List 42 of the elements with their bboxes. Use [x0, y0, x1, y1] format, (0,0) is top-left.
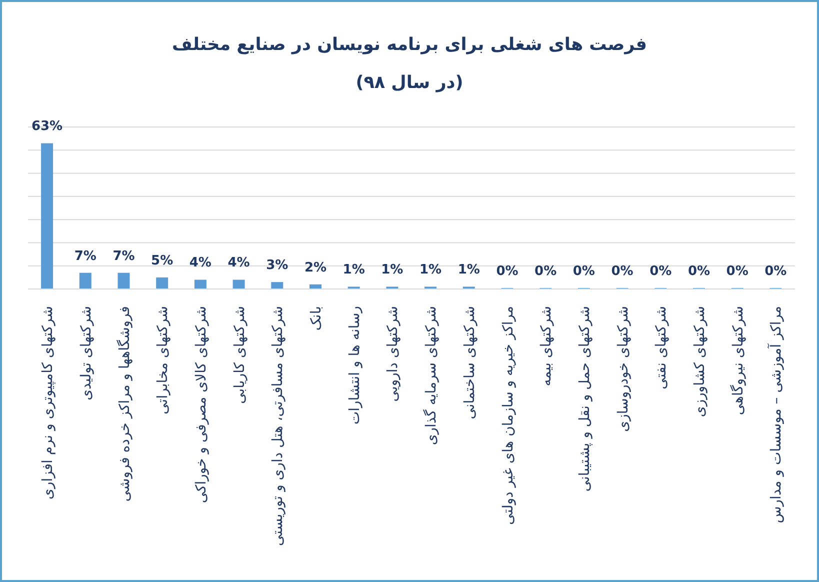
x-tick-label: شرکتهای تولیدی: [78, 306, 94, 400]
x-tick-label: فروشگاهها و مراکز خرده فروشی: [116, 306, 133, 502]
data-label: 1%: [381, 262, 404, 278]
x-tick-label: شرکتهای سرمایه گذاری: [422, 306, 440, 446]
x-tick-label: شرکتهای مسافرتی، هتل داری و توریستی: [270, 306, 286, 546]
x-tick-label: شرکتهای بیمه: [538, 306, 555, 386]
x-tick-label: شرکتهای نفتی: [654, 306, 670, 390]
data-label: 0%: [496, 264, 518, 279]
x-tick-label: شرکتهای مخابراتی: [155, 306, 172, 414]
x-tick-label: شرکتهای کالای مصرفی و خوراکی: [193, 306, 210, 504]
data-label: 2%: [304, 260, 327, 276]
data-label: 4%: [228, 256, 250, 271]
data-label: 1%: [420, 262, 442, 278]
data-label: 0%: [650, 264, 672, 279]
x-tick-label: شرکتهای حمل و نقل و پشتیبانی: [576, 306, 593, 492]
data-label: 0%: [764, 264, 787, 279]
x-tick-label: شرکتهای کاریابی: [232, 306, 248, 404]
data-label: 4%: [189, 256, 212, 271]
data-label: 7%: [112, 248, 135, 264]
data-label: 63%: [31, 119, 63, 134]
x-tick-label: شرکتهای ساختمانی: [462, 306, 478, 420]
x-tick-label: شرکتهای کشاورزی: [692, 306, 708, 418]
data-label: 1%: [458, 262, 480, 278]
x-tick-label: رسانه ها و انتشارات: [346, 306, 363, 425]
data-label: 0%: [611, 264, 634, 279]
data-label: 0%: [688, 264, 710, 279]
x-tick-label: بانک: [308, 306, 325, 331]
chart-title: فرصت های شغلی برای برنامه نویسان در صنایع مختلف: [171, 34, 648, 57]
data-label: 0%: [572, 264, 595, 279]
data-label: 0%: [726, 264, 748, 279]
data-label: 0%: [534, 264, 557, 279]
x-tick-label: مراکز آموزشی – موسسات و مدارس: [766, 306, 785, 524]
x-tick-label: شرکتهای خودروسازی: [615, 306, 632, 432]
data-label: 1%: [342, 262, 365, 278]
data-label: 5%: [151, 253, 174, 268]
x-tick-label: شرکتهای نیروگاهی: [729, 306, 746, 416]
x-tick-label: شرکتهای کامپیوتری و نرم افزاری: [40, 306, 56, 500]
x-tick-label: مراکز خیریه و سازمان های غیر دولتی: [500, 306, 516, 525]
x-tick-label: شرکتهای دارویی: [385, 306, 402, 402]
data-label: 3%: [266, 258, 288, 274]
chart-subtitle: (در سال ۹۸): [354, 72, 464, 95]
data-label: 7%: [74, 248, 96, 264]
